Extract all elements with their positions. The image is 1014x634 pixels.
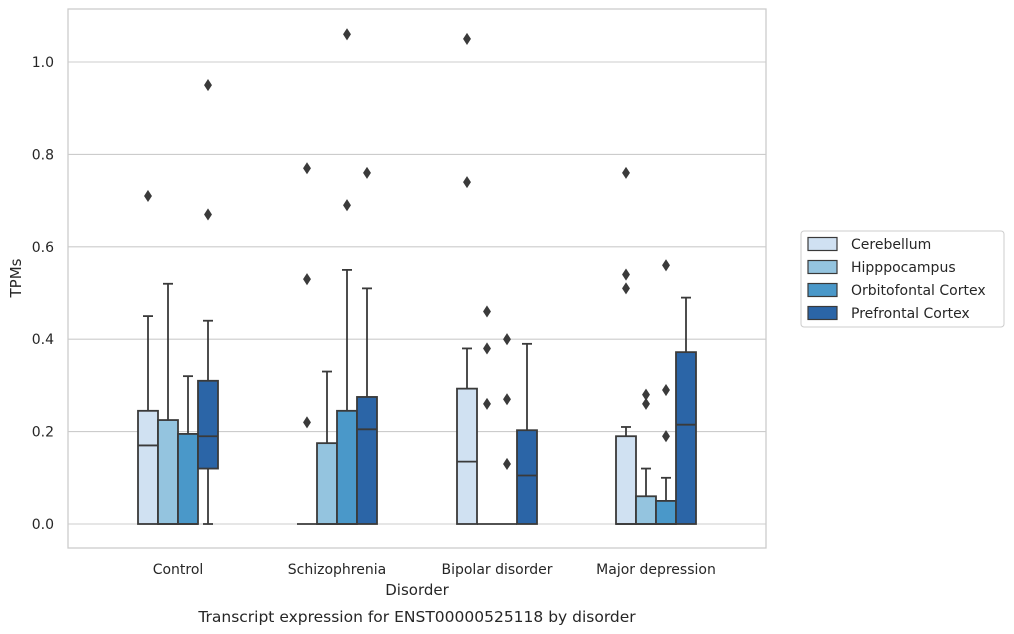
outlier-point xyxy=(204,208,212,221)
iqr-box xyxy=(635,495,657,525)
outlier-point xyxy=(303,416,311,429)
iqr-box xyxy=(336,409,358,525)
box-hipppocampus xyxy=(157,282,179,525)
outlier-point xyxy=(204,79,212,92)
x-tick-label: Major depression xyxy=(596,562,716,578)
iqr-box xyxy=(177,433,199,525)
x-axis-title: Disorder xyxy=(385,581,449,599)
outlier-point xyxy=(642,397,650,410)
outlier-point xyxy=(144,189,152,203)
outlier-point xyxy=(503,333,511,346)
box-orbitofontal-cortex xyxy=(655,259,677,525)
y-tick-label: 0.8 xyxy=(32,147,54,163)
iqr-box xyxy=(356,396,378,525)
outlier-point xyxy=(622,166,630,179)
iqr-box xyxy=(516,429,538,525)
outlier-point xyxy=(662,430,670,443)
box-hipppocampus xyxy=(635,388,657,525)
outlier-point xyxy=(483,397,491,410)
box-orbitofontal-cortex xyxy=(336,28,358,525)
y-axis-title: TPMs xyxy=(7,258,25,298)
legend-swatch xyxy=(807,305,838,321)
outlier-point xyxy=(303,162,311,175)
y-axis-ticks: 0.0 0.2 0.4 0.6 0.8 1.0 xyxy=(32,55,54,533)
box-cerebellum xyxy=(297,162,317,525)
box-cerebellum xyxy=(137,189,159,525)
legend-swatch xyxy=(807,259,838,275)
box-hipppocampus xyxy=(316,370,338,525)
box-cerebellum xyxy=(456,32,478,525)
outlier-point xyxy=(503,393,511,406)
outlier-point xyxy=(622,282,630,295)
box-prefrontal-cortex xyxy=(356,166,378,525)
outlier-point xyxy=(343,199,351,212)
legend-swatch xyxy=(807,236,838,252)
legend-label: Prefrontal Cortex xyxy=(851,306,970,322)
box-orbitofontal-cortex xyxy=(177,375,199,525)
chart-caption: Transcript expression for ENST0000052511… xyxy=(197,608,636,626)
box-prefrontal-cortex xyxy=(197,79,219,525)
legend-swatch xyxy=(807,282,838,298)
outlier-point xyxy=(303,273,311,286)
outlier-point xyxy=(343,28,351,41)
legend-label: Cerebellum xyxy=(851,237,931,253)
outlier-point xyxy=(463,176,471,189)
y-tick-label: 0.6 xyxy=(32,240,54,256)
x-tick-label: Bipolar disorder xyxy=(441,562,552,578)
box-plot-area xyxy=(137,28,697,525)
iqr-box xyxy=(197,379,219,470)
box-hipppocampus xyxy=(477,305,497,525)
legend-label: Hipppocampus xyxy=(851,260,956,276)
outlier-point xyxy=(483,305,491,318)
y-tick-label: 0.0 xyxy=(32,517,54,533)
box-orbitofontal-cortex xyxy=(497,333,517,525)
iqr-box xyxy=(316,442,338,525)
y-tick-label: 1.0 xyxy=(32,55,54,71)
box-prefrontal-cortex xyxy=(675,296,697,525)
iqr-box xyxy=(615,435,637,525)
iqr-box xyxy=(456,387,478,525)
x-tick-label: Control xyxy=(153,562,204,578)
outlier-point xyxy=(662,259,670,272)
outlier-point xyxy=(642,388,650,401)
outlier-point xyxy=(483,342,491,355)
outlier-point xyxy=(622,268,630,281)
box-cerebellum xyxy=(615,166,637,525)
outlier-point xyxy=(662,383,670,397)
x-axis-ticks: Control Schizophrenia Bipolar disorder Majo… xyxy=(153,562,716,578)
box-prefrontal-cortex xyxy=(516,342,538,525)
legend: Cerebellum Hipppocampus Orbitofontal Corte… xyxy=(800,230,1005,328)
y-tick-label: 0.2 xyxy=(32,425,54,441)
legend-frame xyxy=(800,230,1005,328)
iqr-box xyxy=(137,409,159,525)
outlier-point xyxy=(463,32,471,45)
iqr-box xyxy=(157,419,179,525)
y-tick-label: 0.4 xyxy=(32,332,54,348)
iqr-box xyxy=(655,499,677,525)
x-tick-label: Schizophrenia xyxy=(288,562,386,578)
iqr-box xyxy=(675,351,697,525)
outlier-point xyxy=(503,457,511,470)
outlier-point xyxy=(363,166,371,179)
plot-frame xyxy=(67,8,767,549)
legend-label: Orbitofontal Cortex xyxy=(851,283,986,299)
